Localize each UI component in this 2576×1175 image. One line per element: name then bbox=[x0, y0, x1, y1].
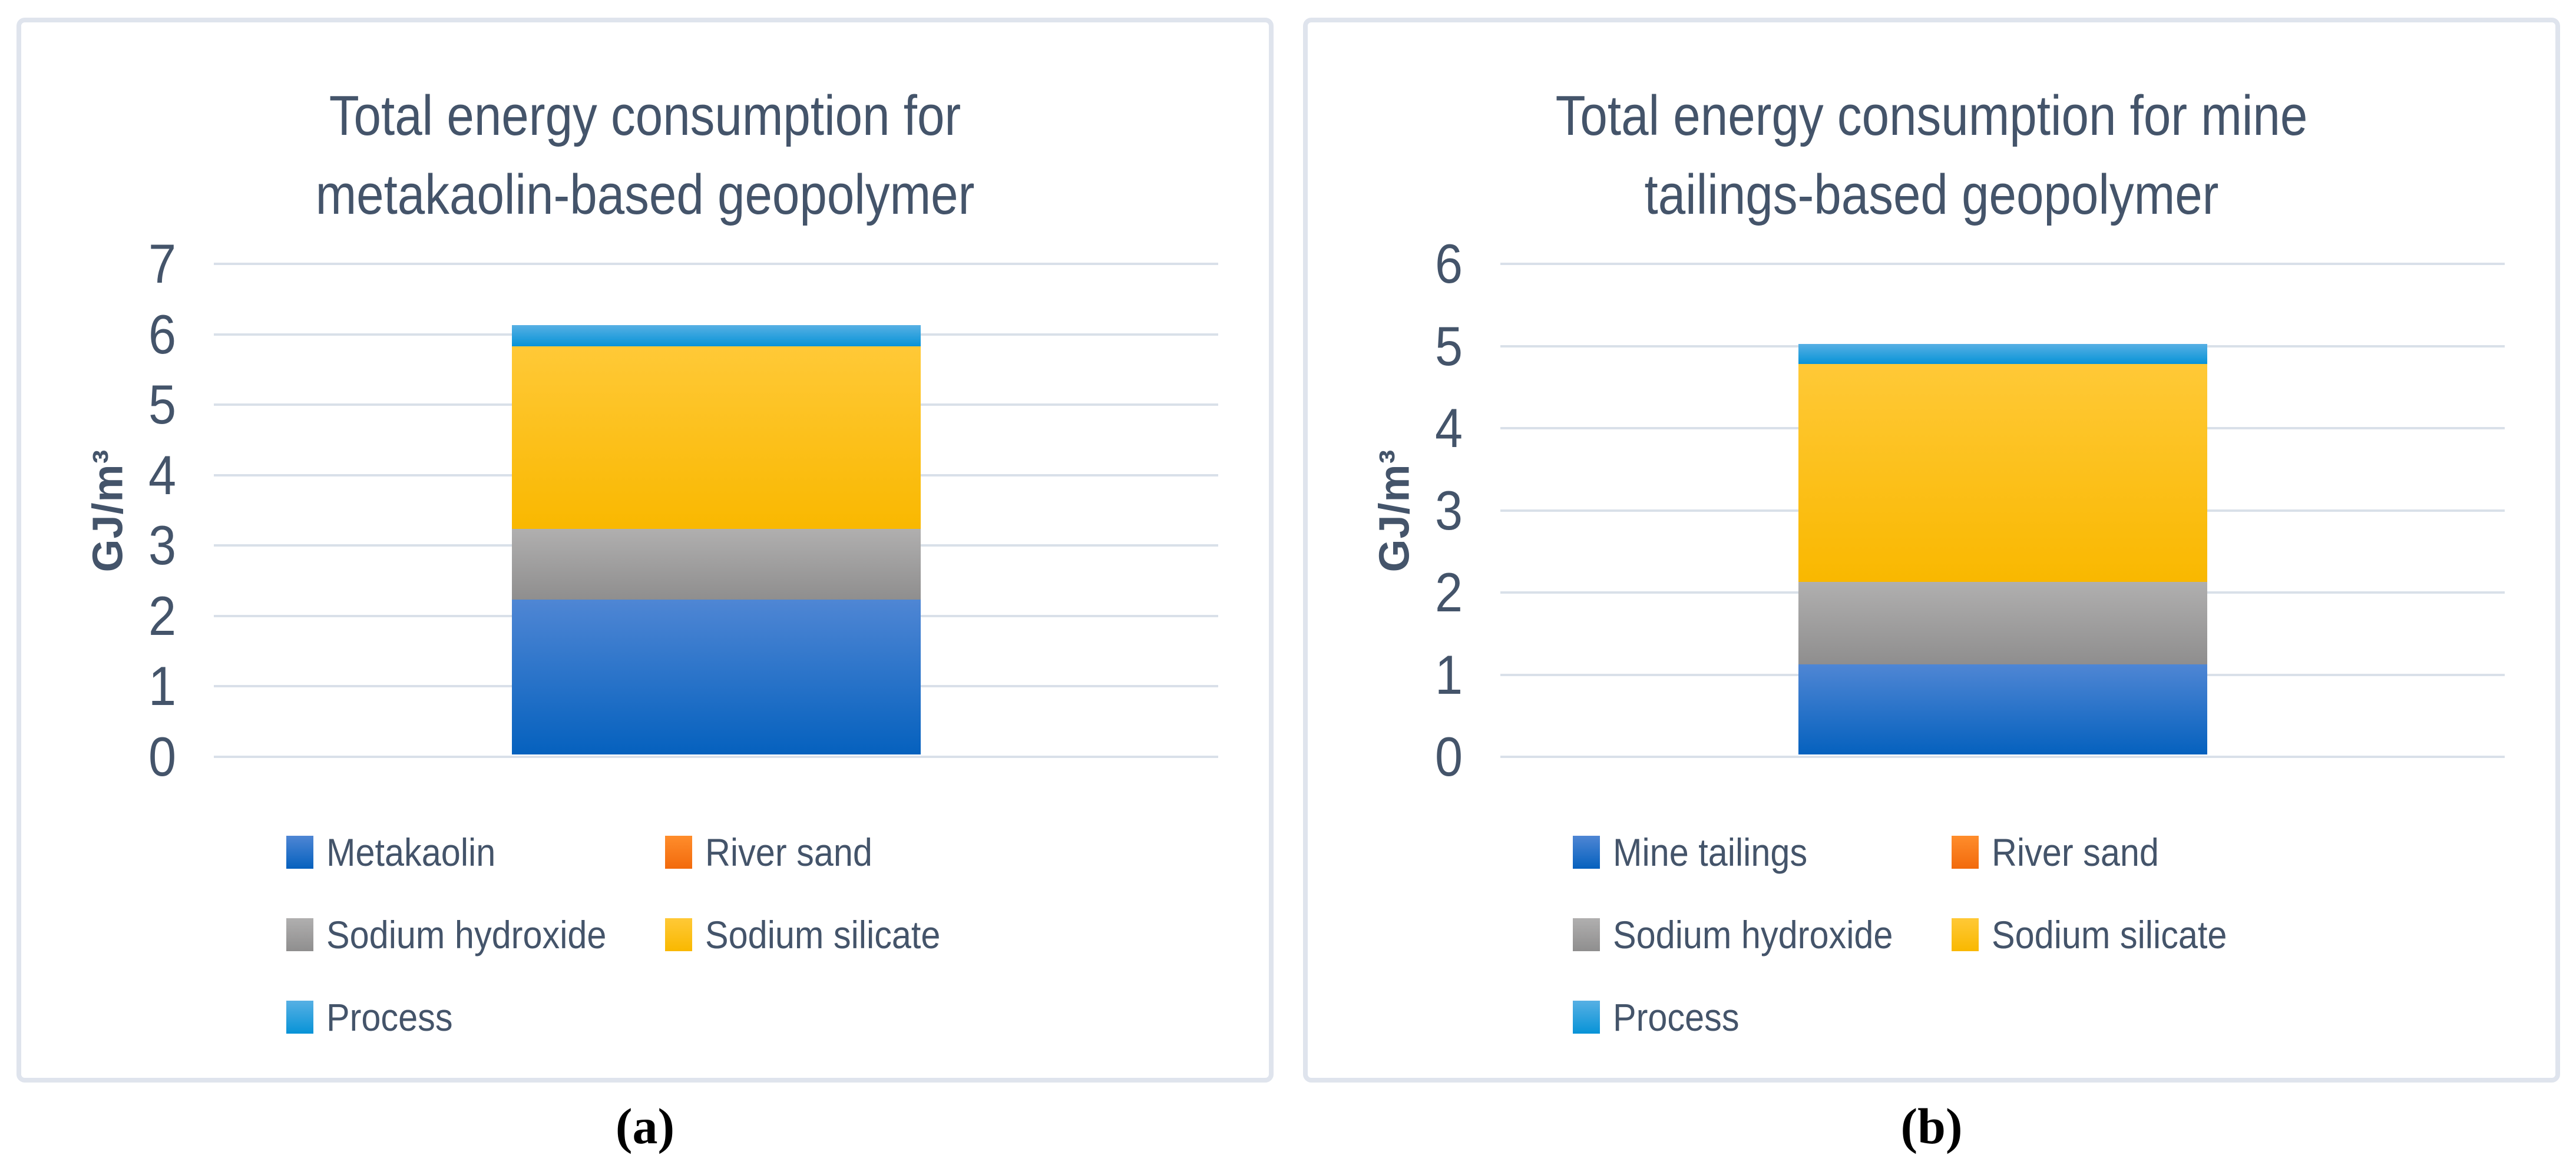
plot-area: 0 1 2 3 4 5 6 7 bbox=[148, 236, 1218, 785]
y-axis-tick-label: 0 bbox=[1434, 726, 1463, 787]
legend-item-sodium-silicate: Sodium silicate bbox=[665, 910, 967, 959]
legend-swatch-sodium-hydroxide bbox=[1573, 918, 1600, 951]
y-axis-tick-label: 2 bbox=[148, 584, 176, 647]
y-axis-tick-label: 2 bbox=[1434, 561, 1463, 623]
y-axis-tick-label: 3 bbox=[1434, 479, 1463, 541]
legend-label: Mine tailings bbox=[1613, 830, 1808, 874]
y-axis-tick-label: 7 bbox=[148, 233, 176, 294]
legend-label: Process bbox=[326, 995, 453, 1039]
y-axis-tick-label: 3 bbox=[148, 514, 176, 577]
caption-a: (a) bbox=[615, 1098, 675, 1154]
legend-item-metakaolin: Metakaolin bbox=[286, 828, 514, 877]
legend-label: Sodium hydroxide bbox=[1613, 913, 1893, 956]
y-axis-tick-label: 1 bbox=[1434, 643, 1463, 706]
chart-title-line: metakaolin-based geopolymer bbox=[315, 163, 975, 226]
caption-b: (b) bbox=[1900, 1098, 1963, 1154]
legend-item-sodium-hydroxide: Sodium hydroxide bbox=[286, 910, 637, 959]
y-axis-tick-label: 6 bbox=[148, 303, 176, 365]
legend-swatch-metakaolin bbox=[286, 836, 313, 869]
legend-swatch-process bbox=[1573, 1001, 1600, 1034]
plot-area: 0 1 2 3 4 5 6 bbox=[1435, 236, 2505, 785]
chart-panel-a: Total energy consumption for metakaolin-b… bbox=[16, 18, 1274, 1083]
bar-segment-mine-tailings bbox=[1798, 664, 2207, 754]
bar-segment-sodium-hydroxide bbox=[512, 529, 921, 600]
chart-title-line: Total energy consumption for mine bbox=[1555, 84, 2308, 147]
legend-item-river-sand: River sand bbox=[665, 828, 891, 877]
bar-segment-sodium-silicate bbox=[1798, 364, 2207, 582]
bar-segment-process bbox=[1798, 343, 2207, 365]
legend-swatch-river-sand bbox=[665, 836, 692, 869]
legend-label: Metakaolin bbox=[326, 830, 496, 874]
legend-label: River sand bbox=[705, 830, 872, 874]
gridline bbox=[1500, 756, 2505, 758]
legend-item-river-sand: River sand bbox=[1952, 828, 2177, 877]
legend-label: Sodium hydroxide bbox=[326, 913, 607, 956]
legend-swatch-sodium-silicate bbox=[665, 918, 692, 951]
chart-panel-b: Total energy consumption for mine tailing… bbox=[1303, 18, 2560, 1083]
legend-item-sodium-hydroxide: Sodium hydroxide bbox=[1573, 910, 1924, 959]
chart-title-line: tailings-based geopolymer bbox=[1644, 163, 2219, 226]
legend-item-mine-tailings: Mine tailings bbox=[1573, 828, 1829, 877]
legend-swatch-mine-tailings bbox=[1573, 836, 1600, 869]
legend-label: River sand bbox=[1992, 830, 2159, 874]
y-axis-tick-label: 4 bbox=[148, 443, 176, 506]
legend-swatch-process bbox=[286, 1001, 313, 1034]
chart-title-line: Total energy consumption for bbox=[329, 84, 961, 147]
chart-title: Total energy consumption for mine tailing… bbox=[1389, 77, 2475, 234]
y-axis-tick-label: 5 bbox=[1434, 315, 1463, 377]
bar-segment-sodium-hydroxide bbox=[1798, 582, 2207, 664]
y-axis-tick-label: 5 bbox=[148, 373, 176, 436]
y-axis-tick-label: 6 bbox=[1434, 233, 1463, 294]
bar-segment-process bbox=[512, 325, 921, 346]
legend-label: Sodium silicate bbox=[705, 913, 941, 956]
legend-label: Process bbox=[1613, 995, 1740, 1039]
y-axis-tick-label: 1 bbox=[148, 655, 176, 717]
stacked-bar bbox=[512, 264, 921, 756]
legend-swatch-river-sand bbox=[1952, 836, 1979, 869]
gridline bbox=[214, 756, 1218, 758]
legend-item-process: Process bbox=[286, 992, 467, 1042]
y-axis-tick-label: 0 bbox=[148, 726, 176, 787]
bar-segment-metakaolin bbox=[512, 599, 921, 754]
legend-swatch-sodium-silicate bbox=[1952, 918, 1979, 951]
gridline bbox=[1500, 263, 2505, 265]
chart-title: Total energy consumption for metakaolin-b… bbox=[102, 77, 1188, 234]
y-axis-tick-label: 4 bbox=[1434, 397, 1463, 459]
legend-swatch-sodium-hydroxide bbox=[286, 918, 313, 951]
legend-label: Sodium silicate bbox=[1992, 913, 2227, 956]
gridline bbox=[214, 263, 1218, 265]
legend-item-sodium-silicate: Sodium silicate bbox=[1952, 910, 2253, 959]
stacked-bar bbox=[1798, 264, 2207, 756]
legend-item-process: Process bbox=[1573, 992, 1753, 1042]
bar-segment-sodium-silicate bbox=[512, 346, 921, 529]
